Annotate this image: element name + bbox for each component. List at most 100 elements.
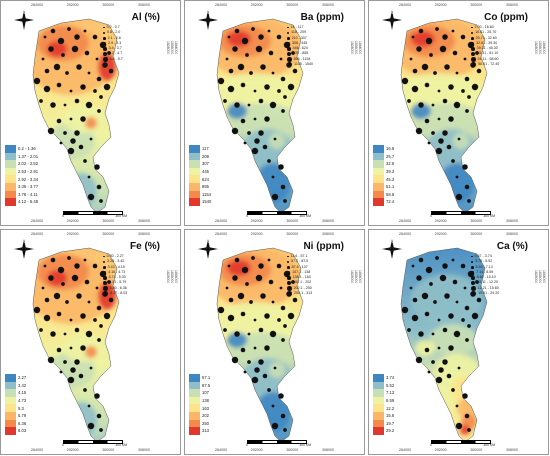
color-legend-item: 2.92 - 3.34 <box>5 175 38 183</box>
color-legend-label: 4.15 <box>18 390 27 396</box>
point-size-symbol <box>471 41 475 46</box>
scale-bar: 0 300 KM <box>430 440 495 447</box>
point-legend-label: 16 - 117 <box>290 25 304 29</box>
color-legend-label: 1154 <box>202 191 212 197</box>
coordinate-tick-label: 300000 <box>470 448 483 452</box>
color-legend-label: 4.12 - 5.48 <box>18 199 39 205</box>
point-size-legend: 0.50 - 2.27 2.28 - 3.42 3.43 - 4.15 4.16 - … <box>103 254 127 297</box>
sample-point <box>67 376 75 384</box>
coordinate-tick-label: 308000 <box>137 3 150 7</box>
northing-ticks-right: 1844000 1836000 1828000 <box>350 41 362 185</box>
sample-point <box>471 83 479 91</box>
point-legend-label: 4.16 - 4.73 <box>108 269 126 274</box>
coordinate-tick-label: 300000 <box>286 219 299 223</box>
sample-point <box>47 356 55 364</box>
sample-point <box>418 331 424 337</box>
coordinate-tick-label: 1844000 <box>174 41 178 55</box>
coordinate-tick-label: 1836000 <box>170 270 174 284</box>
sample-point <box>476 68 482 74</box>
sample-point <box>69 346 73 350</box>
color-legend-item: 3.78 - 4.11 <box>5 190 38 199</box>
coordinate-tick-label: 300000 <box>286 3 299 7</box>
sample-point <box>461 89 465 93</box>
sample-point <box>92 263 98 269</box>
sample-point <box>53 292 61 300</box>
sample-point <box>431 360 435 364</box>
color-legend-label: 117 <box>202 146 209 152</box>
point-legend-label: 10.11 - 12.20 <box>477 280 499 285</box>
sample-point <box>425 37 433 45</box>
sample-point <box>451 388 455 392</box>
sample-point <box>56 347 62 353</box>
sample-point <box>278 393 284 399</box>
sample-point <box>448 313 454 319</box>
sample-point <box>267 29 271 33</box>
color-legend-label: 16.6 <box>386 146 395 152</box>
sample-point <box>232 46 238 52</box>
point-legend-item: 11.6 - 57.1 <box>287 254 312 259</box>
sample-point <box>39 99 43 103</box>
coordinate-tick-label: 1844000 <box>358 270 362 284</box>
color-swatch <box>189 427 200 435</box>
sample-point <box>234 331 240 337</box>
color-legend-label: 3.74 <box>386 375 395 381</box>
surface-zone <box>47 41 67 57</box>
color-legend-item: 163 <box>189 404 210 412</box>
sample-point <box>43 264 47 268</box>
sample-point <box>50 257 56 263</box>
color-legend-item: 138 <box>189 396 210 405</box>
color-swatch <box>373 381 384 390</box>
sample-point <box>41 286 45 290</box>
sample-point <box>48 46 54 52</box>
scale-bar: 0 300 KM <box>246 211 311 218</box>
point-size-legend: 11.6 - 57.1 57.2 - 87.5 87.6 - 107 107.1 - … <box>287 254 312 297</box>
sample-point <box>464 413 470 419</box>
sample-point <box>80 116 86 122</box>
point-legend-item: 250.1 - 313 <box>287 291 312 297</box>
sample-point <box>280 413 286 419</box>
sample-point <box>421 292 429 300</box>
scale-label-end: 300 KM <box>115 213 127 218</box>
sample-point <box>59 370 63 374</box>
sample-point <box>225 286 229 290</box>
point-size-symbol <box>103 31 106 34</box>
point-size-symbol <box>471 291 477 297</box>
coordinate-tick-label: 292000 <box>250 219 263 223</box>
sample-point <box>247 360 251 364</box>
color-legend-item: 7.13 <box>373 389 394 397</box>
sample-point <box>107 280 111 284</box>
point-size-symbol <box>471 62 477 68</box>
sample-point <box>435 27 439 31</box>
coordinate-tick-label: 292000 <box>250 448 263 452</box>
easting-ticks-bottom: 284000 292000 300000 308000 <box>399 219 518 223</box>
sample-point <box>268 50 274 56</box>
sample-point <box>43 314 51 322</box>
sample-point <box>231 127 239 135</box>
sample-point <box>411 85 419 93</box>
coordinate-tick-label: 284000 <box>215 219 227 223</box>
sample-point <box>437 89 441 93</box>
point-size-symbol <box>103 47 107 51</box>
sample-point <box>87 404 91 408</box>
coordinate-tick-label: 300000 <box>102 3 115 7</box>
sample-point <box>455 300 459 304</box>
point-legend-label: 32.61 - 39.30 <box>476 40 498 45</box>
sample-point <box>41 57 45 61</box>
map-surface <box>216 18 304 214</box>
point-size-symbol <box>103 260 106 263</box>
sample-point <box>448 345 454 351</box>
color-legend-item: 5.52 <box>373 381 394 390</box>
sample-point <box>83 258 87 262</box>
point-legend-label: 12.21 - 15.60 <box>477 285 499 290</box>
scale-label-end: 300 KM <box>299 442 311 447</box>
color-swatch <box>373 419 384 428</box>
color-legend-item: 32.6 <box>373 160 394 168</box>
coordinate-tick-label: 308000 <box>137 448 150 452</box>
color-legend-label: 19.7 <box>386 420 395 426</box>
north-arrow-icon: N <box>198 239 218 259</box>
sample-point <box>240 118 246 124</box>
sample-point <box>292 297 298 303</box>
sample-point <box>271 175 275 179</box>
color-legend-item: 72.4 <box>373 198 394 206</box>
sample-point <box>251 147 259 155</box>
